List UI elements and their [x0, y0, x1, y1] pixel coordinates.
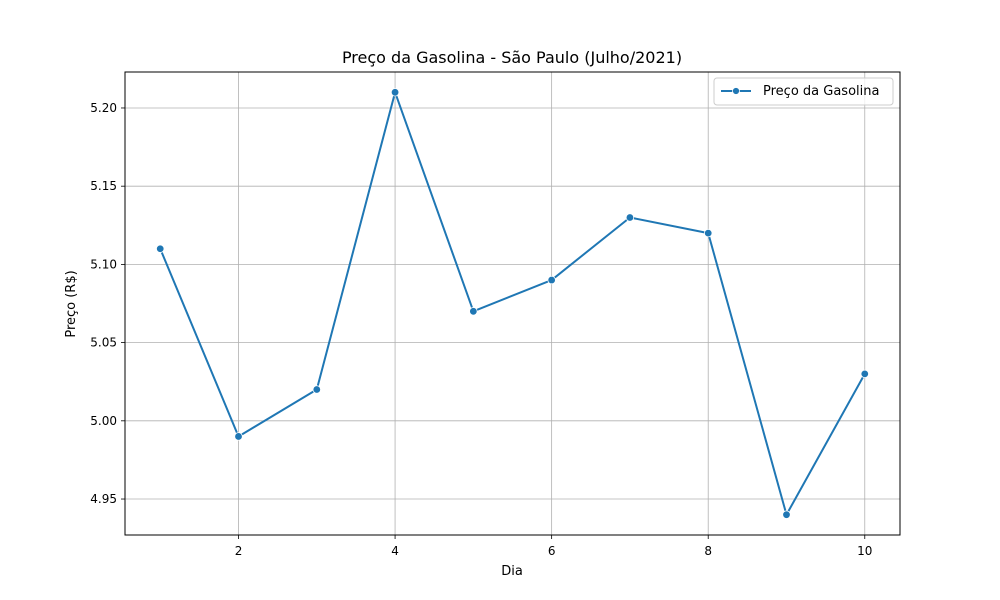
y-tick-label: 5.05 [90, 336, 117, 350]
x-tick-label: 10 [857, 544, 872, 558]
x-axis-label: Dia [501, 564, 523, 579]
data-point [312, 385, 321, 394]
plot-area-frame [124, 71, 901, 536]
data-point [547, 275, 556, 285]
legend-box [713, 77, 894, 106]
legend: Preço da Gasolina [713, 77, 894, 106]
data-point [625, 213, 635, 222]
y-tick-label: 5.00 [90, 414, 117, 428]
y-axis-ticks: 4.95 5.00 5.05 5.10 5.15 5.20 [90, 101, 125, 506]
x-tick-label: 2 [235, 544, 243, 558]
legend-label: Preço da Gasolina [763, 84, 879, 99]
data-point [860, 369, 869, 379]
grid [125, 72, 900, 535]
legend-marker-swatch [732, 87, 740, 95]
x-tick-label: 6 [548, 544, 556, 558]
chart-title: Preço da Gasolina - São Paulo (Julho/202… [342, 48, 682, 67]
data-point [469, 307, 478, 316]
series-layer [156, 88, 869, 519]
data-point [782, 510, 791, 519]
y-tick-label: 5.20 [90, 101, 117, 115]
data-point [156, 244, 165, 253]
y-tick-label: 5.10 [90, 257, 117, 271]
y-tick-label: 4.95 [90, 492, 117, 506]
y-tick-label: 5.15 [90, 179, 117, 193]
x-tick-label: 4 [391, 544, 399, 558]
data-point [390, 88, 400, 97]
x-axis-ticks: 2 4 6 8 10 [235, 535, 872, 558]
data-point [234, 432, 243, 441]
y-axis-label: Preço (R$) [64, 270, 79, 337]
series-line [159, 91, 866, 516]
x-tick-label: 8 [704, 544, 712, 558]
data-point [704, 228, 713, 238]
